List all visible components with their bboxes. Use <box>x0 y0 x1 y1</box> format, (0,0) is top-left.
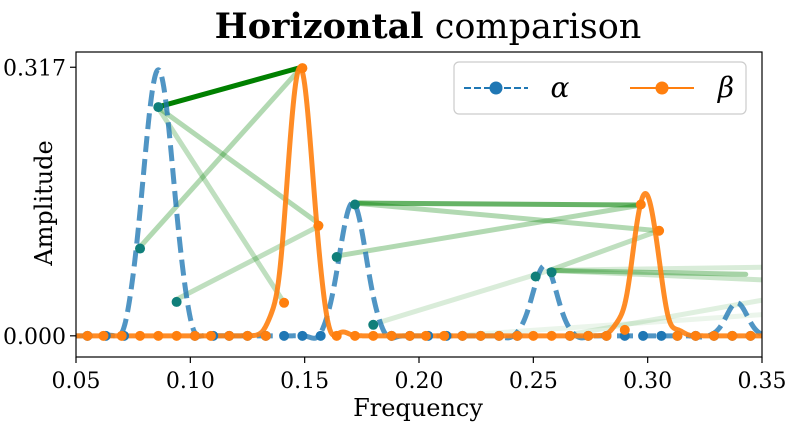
plot-area <box>76 63 762 341</box>
series-alpha-point <box>153 102 164 113</box>
series-beta-point <box>116 330 127 341</box>
series-beta-point <box>98 330 109 341</box>
series-beta-point <box>708 330 719 341</box>
series-beta-point <box>189 330 200 341</box>
series-beta-point <box>439 330 450 341</box>
series-beta-point <box>260 330 271 341</box>
series-beta-point <box>205 330 216 341</box>
comparison-line-7 <box>351 200 662 234</box>
x-tick-label: 0.15 <box>280 369 329 394</box>
legend-beta-marker <box>655 81 669 95</box>
series-alpha-point <box>297 330 308 341</box>
series-beta-point <box>368 330 379 341</box>
comparison-line-2 <box>547 267 749 277</box>
series-alpha-point <box>368 319 379 330</box>
series-beta-point <box>313 220 324 231</box>
series-beta-point <box>386 330 397 341</box>
y-tick-label: 0.000 <box>3 325 66 350</box>
legend-alpha-label: α <box>551 71 570 104</box>
legend-box <box>453 61 747 115</box>
x-tick-label: 0.05 <box>52 369 101 394</box>
comparison-line-1 <box>351 200 644 208</box>
series-beta-point <box>672 330 683 341</box>
legend-alpha-marker <box>489 81 503 95</box>
series-beta-point <box>583 330 594 341</box>
series-beta-point <box>171 330 182 341</box>
series-beta-point <box>82 330 93 341</box>
comparison-line-6 <box>155 104 287 306</box>
series-beta-point <box>745 330 756 341</box>
series-alpha-point <box>279 330 290 341</box>
comparison-line-12 <box>547 267 762 283</box>
comparison-line-3 <box>155 104 324 228</box>
series-beta-point <box>690 330 701 341</box>
chart-title-rest: comparison <box>424 7 642 47</box>
series-beta-point <box>404 330 415 341</box>
comparison-line-9 <box>547 228 662 273</box>
series-beta-point <box>457 330 468 341</box>
x-tick-label: 0.35 <box>738 369 787 394</box>
chart-title: Horizontal comparison <box>215 6 642 47</box>
series-beta-point <box>420 330 431 341</box>
series-beta-point <box>135 330 146 341</box>
series-alpha-point <box>315 330 326 341</box>
x-tick-label: 0.30 <box>623 369 672 394</box>
series-beta-point <box>242 330 253 341</box>
series-alpha-point <box>135 243 146 254</box>
comparison-line-0 <box>155 64 304 110</box>
series-alpha-point <box>331 252 342 263</box>
series-beta-point <box>528 330 539 341</box>
comparison-line-11 <box>547 264 762 273</box>
comparison-line-8 <box>333 202 644 259</box>
legend-beta-label: β <box>717 71 734 104</box>
series-beta-point <box>546 330 557 341</box>
series-alpha-point <box>546 267 557 278</box>
series-beta-point <box>494 330 505 341</box>
series-beta-point <box>654 225 665 236</box>
series-alpha-point <box>638 330 649 341</box>
series-beta-point <box>601 330 612 341</box>
series-alpha-point <box>349 199 360 210</box>
comparison-line-5 <box>172 222 324 303</box>
y-tick-label: 0.317 <box>3 56 66 81</box>
series-alpha-point <box>530 271 541 282</box>
series-alpha-point <box>656 330 667 341</box>
series-beta-point <box>331 330 342 341</box>
x-tick-label: 0.10 <box>166 369 215 394</box>
y-axis-label: Amplitude <box>30 140 58 266</box>
series-beta-point <box>297 63 308 74</box>
comparison-line-4 <box>137 64 304 250</box>
series-beta-point <box>349 330 360 341</box>
chart-title-bold: Horizontal <box>215 6 424 47</box>
series-beta-point <box>475 330 486 341</box>
comparison-line-10 <box>368 267 553 328</box>
series-beta-point <box>279 297 290 308</box>
series-beta-point <box>635 199 646 210</box>
series-beta-point <box>619 324 630 335</box>
series-beta-point <box>224 330 235 341</box>
series-beta-point <box>727 330 738 341</box>
series-beta-point <box>512 330 523 341</box>
series-beta-point <box>153 330 164 341</box>
x-axis-label: Frequency <box>353 394 483 422</box>
series-beta-point <box>564 330 575 341</box>
x-tick-label: 0.25 <box>509 369 558 394</box>
x-tick-label: 0.20 <box>395 369 444 394</box>
series-alpha-point <box>171 296 182 307</box>
